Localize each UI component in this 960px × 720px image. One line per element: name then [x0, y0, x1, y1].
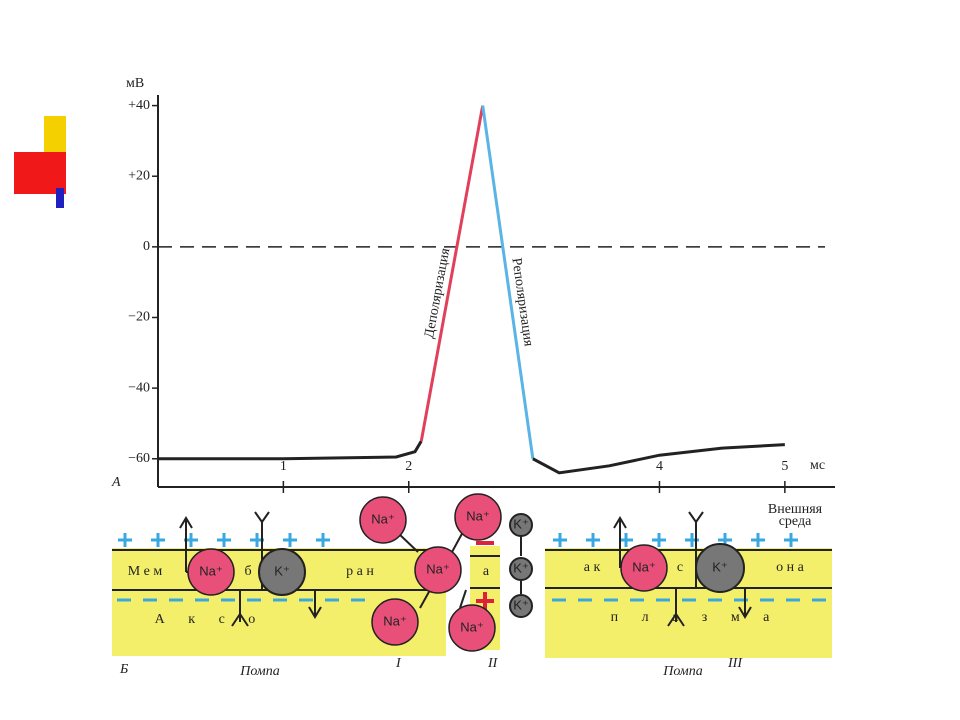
k-ion-label: K⁺ — [712, 559, 728, 574]
ions: Na⁺ Na⁺ Na⁺ Na⁺ Na⁺ Na⁺ Na⁺ K⁺ K⁺ K⁺ K⁺ K⁺ — [187, 493, 745, 652]
axon-text: п л а з м а — [611, 610, 771, 625]
y-tick-label: +40 — [128, 98, 150, 113]
membrane-text: р а н — [346, 564, 374, 579]
membrane-block — [545, 548, 832, 658]
na-ion-label: Na⁺ — [371, 511, 394, 526]
k-ion — [509, 594, 533, 618]
membrane-text: М е м — [128, 564, 163, 579]
y-tick-label: −60 — [128, 451, 150, 466]
decor — [56, 188, 64, 208]
y-axis-label: мВ — [126, 76, 144, 91]
x-axis-label: мс — [810, 458, 825, 473]
x-tick-label: 5 — [781, 459, 788, 474]
membrane-text: а — [483, 564, 490, 579]
outer-medium-label: среда — [779, 514, 812, 529]
stage-label: III — [727, 656, 743, 671]
k-ion-label: K⁺ — [513, 516, 529, 531]
na-ion — [454, 493, 502, 541]
na-ion-label: Na⁺ — [383, 613, 406, 628]
outer-medium-label: Внешняя — [768, 502, 823, 517]
k-ion — [258, 548, 306, 596]
membrane-text: с — [677, 560, 683, 575]
na-ion-label: Na⁺ — [466, 508, 489, 523]
na-ion — [414, 546, 462, 594]
series-line — [158, 440, 423, 461]
y-tick-label: 0 — [143, 239, 150, 254]
membrane-text: б — [244, 564, 251, 579]
decor — [14, 152, 66, 194]
na-ion-label: Na⁺ — [460, 619, 483, 634]
panel-label: Б — [119, 662, 128, 677]
membrane-diagram: Na⁺ Na⁺Na⁺Na⁺ Na⁺Na⁺ Na⁺K⁺ K⁺K⁺K⁺K⁺ Внешняя … — [112, 493, 832, 679]
na-ion — [371, 598, 419, 646]
pump-label: Помпа — [239, 664, 280, 679]
x-tick-label: 1 — [280, 459, 287, 474]
y-tick-label: −40 — [128, 380, 150, 395]
na-ion — [187, 548, 235, 596]
membrane-text: о н а — [776, 560, 804, 575]
k-ion — [509, 513, 533, 537]
stage-label: I — [395, 656, 402, 671]
x-tick-label: 2 — [405, 459, 412, 474]
na-ion-label: Na⁺ — [199, 563, 222, 578]
k-ion — [695, 543, 745, 593]
series-line — [481, 105, 535, 459]
na-ion — [620, 544, 668, 592]
na-ion — [448, 604, 496, 652]
na-ion-label: Na⁺ — [632, 559, 655, 574]
series-label: Реполяризация — [508, 257, 535, 348]
y-tick-label: +20 — [128, 168, 150, 183]
minus-sign — [476, 541, 494, 545]
charges — [117, 533, 826, 602]
pump-label: Помпа — [662, 664, 703, 679]
plus-sign — [483, 592, 487, 610]
k-ion-label: K⁺ — [274, 563, 290, 578]
stage-label: II — [487, 656, 499, 671]
x-tick-label: 4 — [656, 459, 663, 474]
axon-text: А к с о — [155, 612, 256, 627]
na-ion-label: Na⁺ — [426, 561, 449, 576]
y-tick-label: −20 — [128, 310, 150, 325]
k-ion — [509, 557, 533, 581]
panel-label: А — [111, 475, 121, 490]
membrane-text: а к — [584, 560, 601, 575]
k-ion-label: K⁺ — [513, 597, 529, 612]
series-line — [419, 105, 485, 442]
series-line — [532, 443, 785, 475]
k-ion-label: K⁺ — [513, 560, 529, 575]
na-ion — [359, 496, 407, 544]
